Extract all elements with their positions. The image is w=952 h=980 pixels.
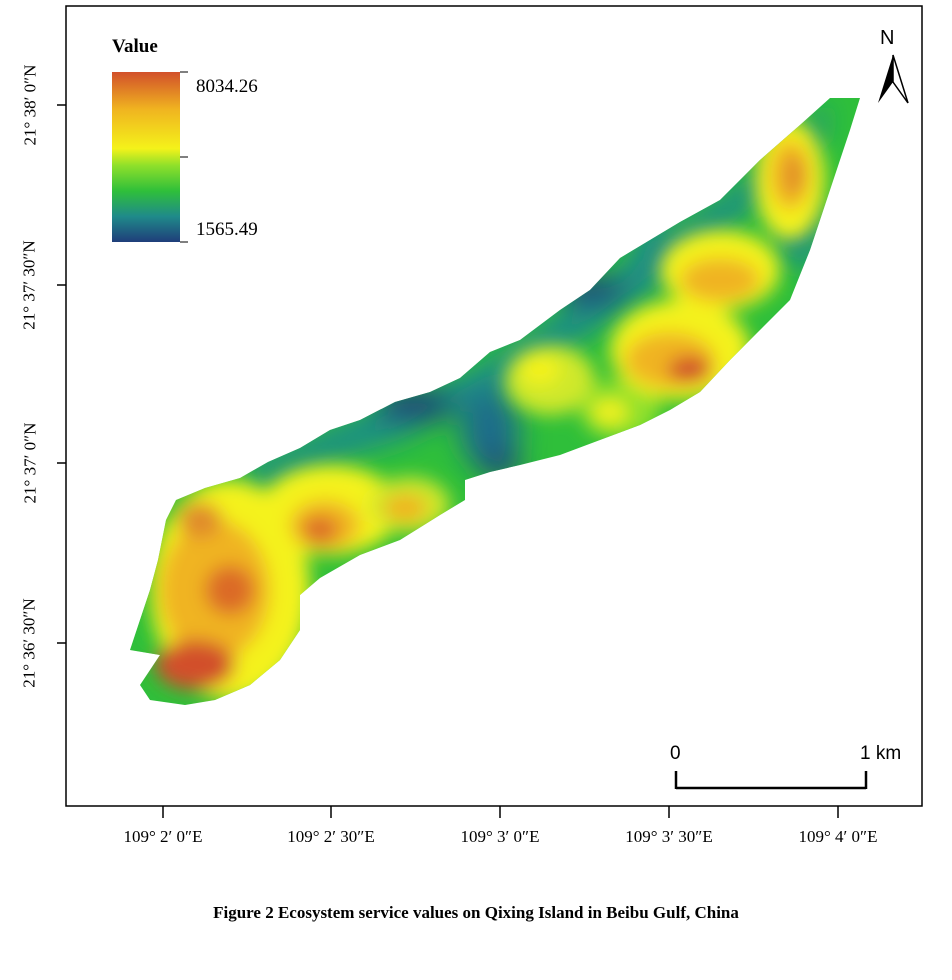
north-label: N — [880, 27, 895, 49]
latitude-label: 21° 37′ 0″N — [20, 422, 39, 504]
island-raster — [130, 98, 860, 705]
legend-title: Value — [112, 36, 158, 57]
latitude-label: 21° 37′ 30″N — [20, 240, 39, 330]
scale-bar — [674, 771, 868, 790]
legend-color-ramp — [112, 72, 180, 242]
longitude-label: 109° 2′ 0″E — [123, 827, 203, 846]
legend-min-label: 1565.49 — [196, 219, 258, 240]
map-border — [65, 5, 923, 807]
scale-start-label: 0 — [670, 743, 681, 764]
longitude-ticks — [162, 806, 839, 818]
longitude-label: 109° 3′ 30″E — [625, 827, 713, 846]
latitude-label: 21° 38′ 0″N — [20, 64, 39, 146]
map-frame — [57, 5, 923, 818]
figure-caption: Figure 2 Ecosystem service values on Qix… — [213, 903, 739, 922]
longitude-label: 109° 2′ 30″E — [287, 827, 375, 846]
longitude-label: 109° 3′ 0″E — [460, 827, 540, 846]
longitude-label: 109° 4′ 0″E — [798, 827, 878, 846]
latitude-label: 21° 36′ 30″N — [20, 598, 39, 688]
scale-end-label: 1 km — [860, 743, 902, 764]
north-arrow-icon — [878, 54, 909, 104]
latitude-ticks — [57, 104, 66, 644]
legend-max-label: 8034.26 — [196, 76, 258, 97]
